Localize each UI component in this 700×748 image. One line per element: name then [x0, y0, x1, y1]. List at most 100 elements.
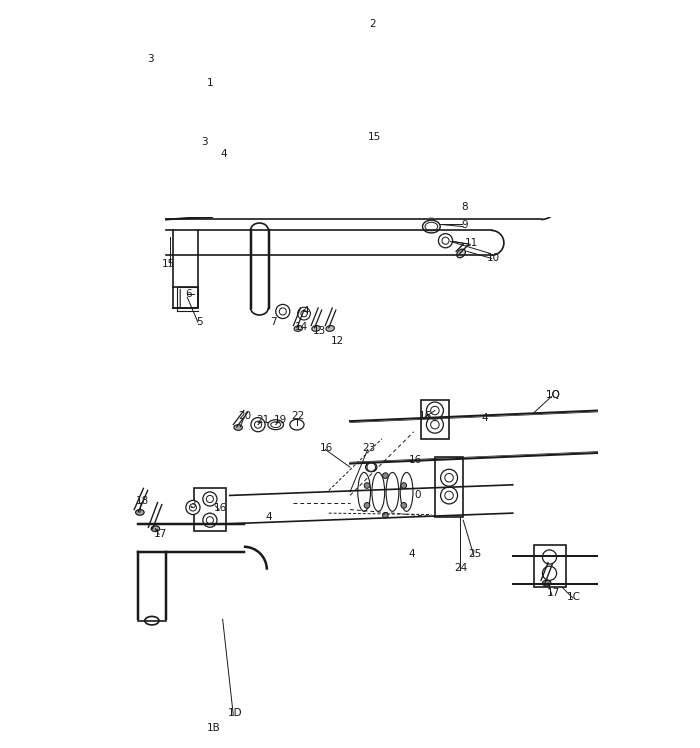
Circle shape: [186, 500, 200, 515]
Circle shape: [279, 308, 286, 315]
Ellipse shape: [400, 473, 413, 512]
Text: 20: 20: [239, 411, 252, 421]
Text: 1D: 1D: [228, 708, 242, 718]
Ellipse shape: [268, 420, 284, 429]
Circle shape: [364, 503, 370, 508]
Text: 1Q: 1Q: [545, 390, 561, 400]
Text: 3: 3: [147, 54, 154, 64]
Text: 1C: 1C: [567, 592, 581, 601]
Circle shape: [430, 420, 439, 429]
Text: 3: 3: [202, 137, 209, 147]
Circle shape: [401, 503, 407, 508]
Ellipse shape: [220, 144, 232, 153]
Circle shape: [444, 473, 454, 482]
Text: 14: 14: [295, 322, 309, 332]
Text: 15: 15: [162, 259, 175, 269]
Ellipse shape: [358, 473, 370, 512]
Ellipse shape: [271, 422, 281, 428]
Circle shape: [367, 463, 375, 471]
Ellipse shape: [234, 425, 242, 430]
Ellipse shape: [153, 159, 167, 174]
Circle shape: [382, 473, 389, 479]
Text: 16: 16: [419, 411, 433, 421]
Text: 22: 22: [292, 411, 305, 421]
Circle shape: [255, 421, 262, 428]
Circle shape: [155, 197, 165, 206]
Text: 4: 4: [265, 512, 272, 521]
Circle shape: [251, 417, 265, 432]
Ellipse shape: [457, 249, 466, 258]
Circle shape: [382, 512, 389, 518]
Circle shape: [210, 180, 221, 192]
Text: 5: 5: [196, 317, 202, 327]
Circle shape: [203, 492, 217, 506]
Circle shape: [364, 482, 370, 488]
Text: 24: 24: [454, 563, 468, 573]
Text: 11: 11: [465, 238, 478, 248]
Text: 7: 7: [270, 317, 277, 327]
Circle shape: [442, 237, 449, 245]
Text: 19: 19: [274, 414, 287, 425]
Circle shape: [148, 177, 162, 191]
Ellipse shape: [365, 462, 377, 472]
Text: 12: 12: [330, 336, 344, 346]
Text: 25: 25: [468, 549, 482, 560]
Text: 10: 10: [486, 254, 500, 263]
Circle shape: [246, 92, 256, 102]
Text: 4: 4: [302, 307, 309, 316]
Circle shape: [206, 495, 214, 503]
Text: 16: 16: [320, 443, 333, 453]
Text: 6: 6: [186, 289, 192, 298]
Text: 9: 9: [461, 220, 468, 230]
Text: 16: 16: [409, 455, 421, 465]
Circle shape: [301, 310, 307, 317]
Circle shape: [221, 144, 231, 153]
Circle shape: [440, 487, 458, 504]
Ellipse shape: [423, 220, 440, 233]
Ellipse shape: [136, 509, 144, 515]
Circle shape: [203, 513, 217, 527]
Text: 4: 4: [220, 149, 228, 159]
Ellipse shape: [294, 325, 302, 331]
Ellipse shape: [425, 222, 438, 231]
Text: 16: 16: [214, 503, 227, 513]
Ellipse shape: [425, 203, 438, 215]
Circle shape: [176, 60, 184, 68]
Circle shape: [426, 402, 443, 419]
Text: 4: 4: [481, 413, 488, 423]
Circle shape: [155, 162, 165, 171]
Ellipse shape: [386, 473, 399, 512]
Text: 4: 4: [408, 549, 415, 560]
Text: 21: 21: [256, 414, 270, 425]
Text: 17: 17: [154, 530, 167, 539]
Text: 15: 15: [368, 132, 382, 141]
Ellipse shape: [153, 194, 167, 209]
Ellipse shape: [312, 325, 320, 331]
Circle shape: [172, 55, 189, 73]
Circle shape: [276, 304, 290, 319]
Ellipse shape: [290, 420, 304, 430]
Circle shape: [190, 504, 197, 511]
Ellipse shape: [151, 526, 160, 532]
Ellipse shape: [372, 473, 385, 512]
Text: 3: 3: [189, 500, 195, 509]
Circle shape: [426, 416, 443, 433]
Text: 1: 1: [206, 78, 214, 88]
Circle shape: [147, 140, 160, 153]
Ellipse shape: [542, 580, 551, 586]
Ellipse shape: [326, 325, 335, 331]
Ellipse shape: [423, 201, 440, 217]
Text: 23: 23: [363, 443, 376, 453]
Text: 0: 0: [414, 491, 421, 500]
Circle shape: [205, 129, 219, 144]
Text: 1Q: 1Q: [545, 390, 561, 400]
Circle shape: [438, 233, 453, 248]
Ellipse shape: [145, 616, 159, 625]
Circle shape: [209, 133, 216, 140]
Circle shape: [444, 491, 454, 500]
Circle shape: [312, 79, 324, 90]
Circle shape: [440, 469, 458, 486]
Text: 13: 13: [313, 325, 326, 336]
Text: 1B: 1B: [206, 723, 220, 732]
Circle shape: [206, 517, 214, 524]
